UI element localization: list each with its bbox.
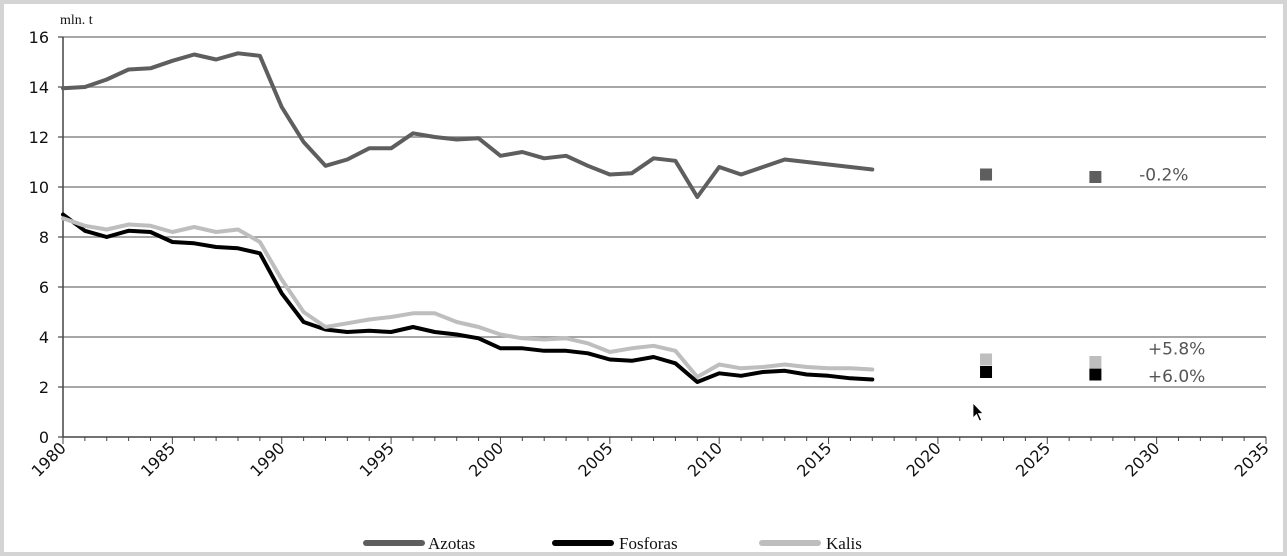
growth-annotation: +5.8% bbox=[1148, 339, 1205, 359]
legend-item-azotas: Azotas bbox=[363, 534, 475, 552]
legend-item-fosforas: Fosforas bbox=[552, 534, 678, 552]
forecast-marker-azotas bbox=[980, 168, 993, 181]
forecast-marker-kalis bbox=[980, 353, 993, 366]
growth-annotation: -0.2% bbox=[1139, 166, 1188, 186]
growth-annotation: +6.0% bbox=[1148, 367, 1205, 387]
y-tick-label: 6 bbox=[39, 278, 49, 297]
y-tick-label: 8 bbox=[39, 228, 49, 247]
forecast-marker-azotas bbox=[1089, 171, 1102, 183]
x-tick-label: 2025 bbox=[1012, 438, 1054, 480]
mouse-cursor-icon bbox=[972, 402, 984, 422]
x-tick-label: 2030 bbox=[1121, 438, 1163, 480]
series-line-kalis bbox=[61, 216, 875, 379]
x-tick-label: 2005 bbox=[574, 438, 616, 480]
x-tick-label: 1980 bbox=[28, 438, 70, 480]
chart-frame: 0 2 4 6 8 10 12 14 16 mln. t 1980 1985 1990 1995 2000… bbox=[4, 4, 1283, 552]
forecast-marker-fosforas bbox=[1089, 368, 1102, 381]
x-tick-label: 2010 bbox=[684, 438, 726, 480]
y-tick-label: 12 bbox=[29, 128, 49, 147]
y-tick-label: 14 bbox=[29, 78, 49, 97]
x-tick-label: 2015 bbox=[793, 438, 835, 480]
y-tick-label: 0 bbox=[39, 428, 49, 447]
y-axis-label: mln. t bbox=[60, 13, 93, 28]
x-tick-label: 1990 bbox=[246, 438, 288, 480]
legend-label: Fosforas bbox=[619, 534, 678, 552]
x-tick-label: 2000 bbox=[465, 438, 507, 480]
y-tick-label: 10 bbox=[29, 178, 49, 197]
line-chart: 0 2 4 6 8 10 12 14 16 mln. t 1980 1985 1990 1995 2000… bbox=[28, 13, 1273, 552]
legend-label: Azotas bbox=[428, 534, 475, 552]
series-line-azotas bbox=[61, 51, 875, 199]
forecast-marker-fosforas bbox=[980, 366, 993, 378]
series-line-fosforas bbox=[61, 212, 875, 384]
legend-item-kalis: Kalis bbox=[759, 534, 862, 552]
x-tick-label: 1985 bbox=[137, 438, 179, 480]
legend-label: Kalis bbox=[826, 534, 862, 552]
forecast-marker-kalis bbox=[1089, 356, 1102, 368]
y-tick-label: 4 bbox=[39, 328, 49, 347]
y-tick-label: 16 bbox=[29, 28, 49, 47]
x-tick-label: 2020 bbox=[903, 438, 945, 480]
x-tick-label: 1995 bbox=[356, 438, 398, 480]
x-tick-label: 2035 bbox=[1231, 438, 1273, 480]
y-tick-label: 2 bbox=[39, 378, 49, 397]
